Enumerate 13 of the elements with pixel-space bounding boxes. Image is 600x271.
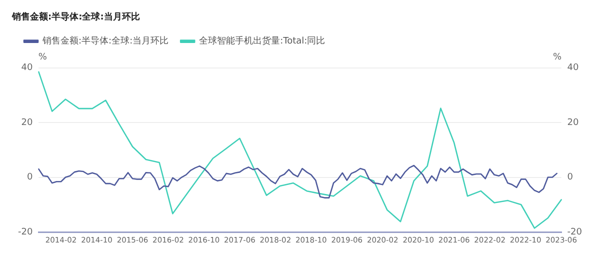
y2-tick-label: 40 (567, 63, 580, 74)
y-tick-label: 0 (26, 172, 33, 183)
y-tick-label: -20 (18, 227, 33, 238)
y2-tick-label: 0 (567, 172, 574, 183)
chart-title: 销售金额:半导体:全球:当月环比 (11, 12, 140, 23)
y2-tick-label: -20 (567, 227, 582, 238)
y-tick-label: 20 (21, 118, 33, 128)
legend-label: 全球智能手机出货量:Total:同比 (199, 36, 326, 47)
y-axis-title: % (38, 52, 48, 63)
y2-tick-label: 20 (567, 118, 580, 128)
legend-label: 销售金额:半导体:全球:当月环比 (42, 36, 169, 47)
y2-axis-title: % (553, 52, 562, 63)
y-tick-label: 40 (21, 63, 33, 74)
